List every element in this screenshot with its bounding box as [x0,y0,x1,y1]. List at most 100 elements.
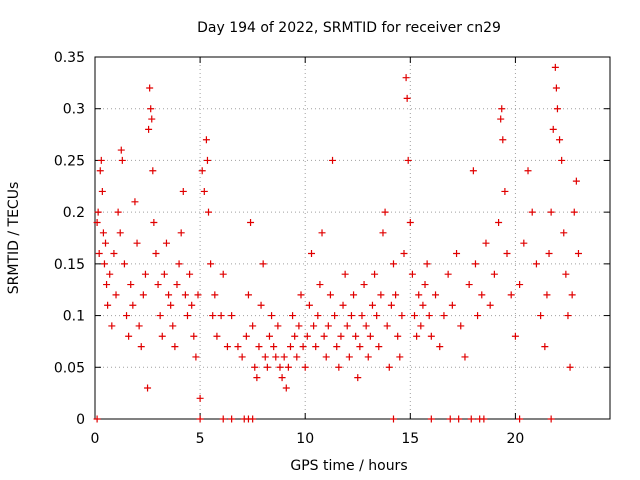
y-tick-label: 0.3 [63,102,85,118]
data-point [244,291,252,299]
data-point [440,312,448,320]
data-point [103,281,111,289]
data-point [501,187,509,195]
data-point [173,281,181,289]
data-point [350,291,358,299]
data-point [162,239,170,247]
data-point [148,115,156,123]
data-point [219,270,227,278]
data-point [314,312,322,320]
data-point [457,322,465,330]
data-point [272,353,280,361]
data-point [406,218,414,226]
data-point [570,208,578,216]
grid-lines [95,57,610,419]
data-point [223,343,231,351]
data-point [295,322,303,330]
data-point [404,156,412,164]
data-point [354,374,362,382]
data-point [141,270,149,278]
y-tick-label: 0 [76,412,85,428]
data-point [186,270,194,278]
data-point [249,415,257,423]
data-point [486,301,494,309]
data-point [402,74,410,82]
data-point [532,260,540,268]
data-point [497,115,505,123]
x-tick-label: 15 [401,431,419,447]
data-point [297,291,305,299]
data-point [93,415,101,423]
data-point [427,415,435,423]
data-point [423,260,431,268]
data-point [278,374,286,382]
data-point [120,260,128,268]
data-point [516,415,524,423]
data-point [270,343,278,351]
data-point [469,167,477,175]
data-point [112,291,120,299]
data-point [169,322,177,330]
chart-title: Day 194 of 2022, SRMTID for receiver cn2… [197,20,501,36]
data-point [301,363,309,371]
x-tick-label: 10 [296,431,314,447]
data-point [560,229,568,237]
data-point [520,239,528,247]
data-point [331,312,339,320]
data-point [383,322,391,330]
data-point [98,187,106,195]
data-point [125,332,133,340]
data-point [291,332,299,340]
data-point [261,353,269,361]
data-point [202,136,210,144]
data-point [394,332,402,340]
data-point [358,312,366,320]
data-point [436,343,444,351]
data-point [403,94,411,102]
data-point [242,332,250,340]
data-point [274,322,282,330]
data-point [303,332,311,340]
data-point [507,291,515,299]
data-point [427,332,435,340]
data-point [108,322,116,330]
data-point [482,239,490,247]
data-point [421,281,429,289]
data-point [289,312,297,320]
data-point [362,322,370,330]
data-point [373,312,381,320]
data-point [553,105,561,113]
data-point [549,125,557,133]
data-point [461,353,469,361]
data-point [360,281,368,289]
data-point [335,363,343,371]
data-point [117,146,125,154]
data-point [385,363,393,371]
data-point [564,312,572,320]
y-tick-label: 0.15 [54,257,85,273]
data-point [133,239,141,247]
data-point [196,415,204,423]
data-point [545,250,553,258]
data-point [280,353,288,361]
data-point [207,260,215,268]
data-point [413,332,421,340]
data-point [537,312,545,320]
data-point [190,332,198,340]
data-point [341,270,349,278]
data-point [156,312,164,320]
data-point [364,353,372,361]
data-point [263,363,271,371]
data-point [96,167,104,175]
data-point [116,229,124,237]
data-point [179,187,187,195]
data-point [543,291,551,299]
data-point [299,343,307,351]
data-point [320,332,328,340]
data-point [444,270,452,278]
x-tick-label: 20 [506,431,524,447]
data-point [455,415,463,423]
data-point [145,125,153,133]
data-point [474,312,482,320]
data-point [345,353,353,361]
